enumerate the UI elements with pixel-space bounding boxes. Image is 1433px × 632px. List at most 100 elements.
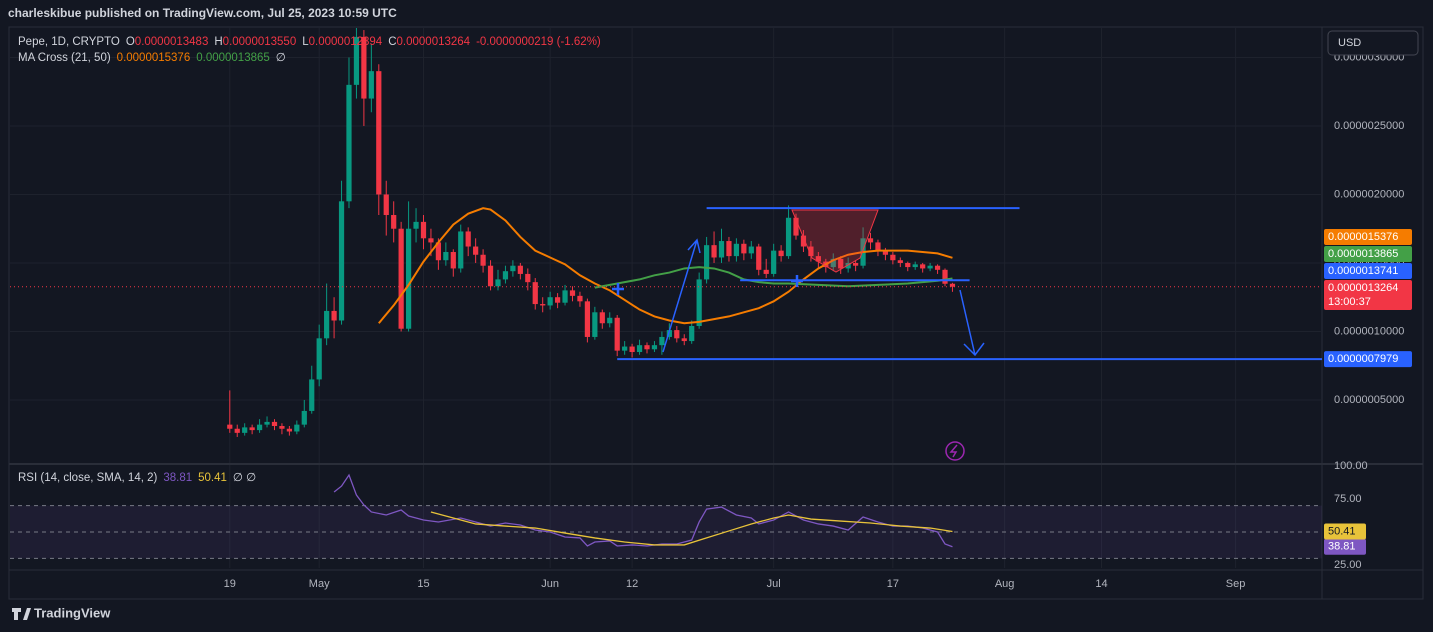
candle-body <box>636 345 643 353</box>
candle-body <box>577 295 583 302</box>
candle-body <box>398 228 404 329</box>
candle-body <box>554 297 561 303</box>
legend-line: Pepe, 1D, CRYPTO O0.0000013483 H0.00000135… <box>18 36 601 48</box>
price-tag-label: 0.0000007979 <box>1328 353 1398 365</box>
grid <box>10 28 1322 568</box>
candle-body <box>517 265 523 274</box>
ma-legend: MA Cross (21, 50) 0.0000015376 0.000001386… <box>18 52 286 64</box>
x-tick-label: May <box>309 578 330 590</box>
candle-body <box>785 217 792 257</box>
c-label: C <box>388 36 396 48</box>
candle-body <box>301 410 307 425</box>
candle-body <box>525 273 531 283</box>
candle-body <box>763 269 769 274</box>
down-arrow <box>959 289 985 357</box>
candle-body <box>853 262 859 266</box>
frame <box>8 26 1424 600</box>
candle-body <box>450 252 456 269</box>
ma-fast: 0.0000015376 <box>117 52 191 64</box>
x-tick-label: Jul <box>767 578 781 590</box>
candle-body <box>510 265 516 272</box>
candle-body <box>383 194 389 216</box>
alert-icon-bolt <box>949 444 958 458</box>
candle-body <box>324 310 330 339</box>
price-pane <box>10 28 1322 437</box>
candle-body <box>808 246 814 257</box>
candle-body <box>361 36 367 99</box>
candle-body <box>249 427 255 431</box>
candle-body <box>391 215 397 229</box>
open: 0.0000013483 <box>135 36 209 48</box>
alert-icon[interactable] <box>945 441 965 461</box>
candle-body <box>413 221 419 229</box>
candle-body <box>934 265 941 270</box>
candle-body <box>584 301 591 337</box>
y-tick-label: 25.00 <box>1334 559 1362 571</box>
publisher: charleskibue published on TradingView.co… <box>8 6 397 20</box>
rsi-legend: RSI (14, close, SMA, 14, 2) 38.81 50.41 ∅ ∅ <box>18 472 256 484</box>
rsi-tag <box>1324 523 1366 540</box>
currency: USD <box>1338 37 1361 49</box>
price-tag-label: 0.0000013264 <box>1328 282 1398 294</box>
candle-body <box>718 241 725 258</box>
candle-body <box>756 246 762 270</box>
rsi-tag <box>1324 538 1366 555</box>
candle-body <box>480 254 486 266</box>
price-tags: 0.0000007979 0.0000015376 0.0000013865 0.00… <box>1324 229 1412 555</box>
candle-body <box>942 269 948 284</box>
y-tick-label: 75.00 <box>1334 493 1362 505</box>
candle-body <box>562 290 568 303</box>
candle-body <box>443 252 449 261</box>
candle-body <box>771 250 777 274</box>
change: -0.0000000219 (-1.62%) <box>476 36 601 48</box>
candle-body <box>346 84 352 202</box>
candle-body <box>420 221 427 239</box>
candle-body <box>897 260 903 263</box>
candle-body <box>532 282 538 305</box>
x-tick-label: 14 <box>1095 578 1107 590</box>
price-tag <box>1324 263 1412 279</box>
candle-body <box>733 243 740 257</box>
candle-body <box>882 250 889 255</box>
price-tag <box>1324 229 1412 245</box>
candle-body <box>912 264 918 268</box>
candle-body <box>830 258 836 268</box>
candle-body <box>331 310 337 321</box>
candle-body <box>815 256 821 262</box>
x-tick-label: Aug <box>995 578 1015 590</box>
h-label: H <box>214 36 222 48</box>
low: 0.0000012894 <box>309 36 383 48</box>
candle-body <box>949 283 956 287</box>
candle-body <box>659 336 665 346</box>
rsi-empty: ∅ ∅ <box>233 472 256 484</box>
rsi-title: RSI (14, close, SMA, 14, 2) <box>18 472 158 484</box>
candle-body <box>316 338 322 380</box>
price-tag <box>1324 280 1412 310</box>
y-tick-label: 0.0000010000 <box>1334 325 1404 337</box>
candle-body <box>711 245 717 258</box>
symbol: Pepe, 1D, CRYPTO <box>18 36 120 48</box>
candle-body <box>726 241 732 257</box>
candle-body <box>309 379 315 411</box>
candle-body <box>487 265 494 287</box>
candle-body <box>681 338 687 342</box>
candle-body <box>845 262 851 269</box>
candle-body <box>905 262 911 268</box>
currency-button[interactable] <box>1327 30 1419 56</box>
rsi-pane <box>10 473 1322 559</box>
candle-body <box>368 71 374 99</box>
candle-body <box>599 312 605 324</box>
x-tick-label: 12 <box>626 578 638 590</box>
rsi-value: 38.81 <box>163 472 192 484</box>
candle-body <box>838 258 844 269</box>
candle-body <box>256 424 263 431</box>
x-tick-label: 15 <box>417 578 429 590</box>
candle-body <box>890 254 896 261</box>
candle-body <box>748 246 754 254</box>
candle-body <box>696 279 702 326</box>
close: 0.0000013264 <box>397 36 471 48</box>
candle-body <box>353 36 360 85</box>
logo <box>12 608 31 620</box>
